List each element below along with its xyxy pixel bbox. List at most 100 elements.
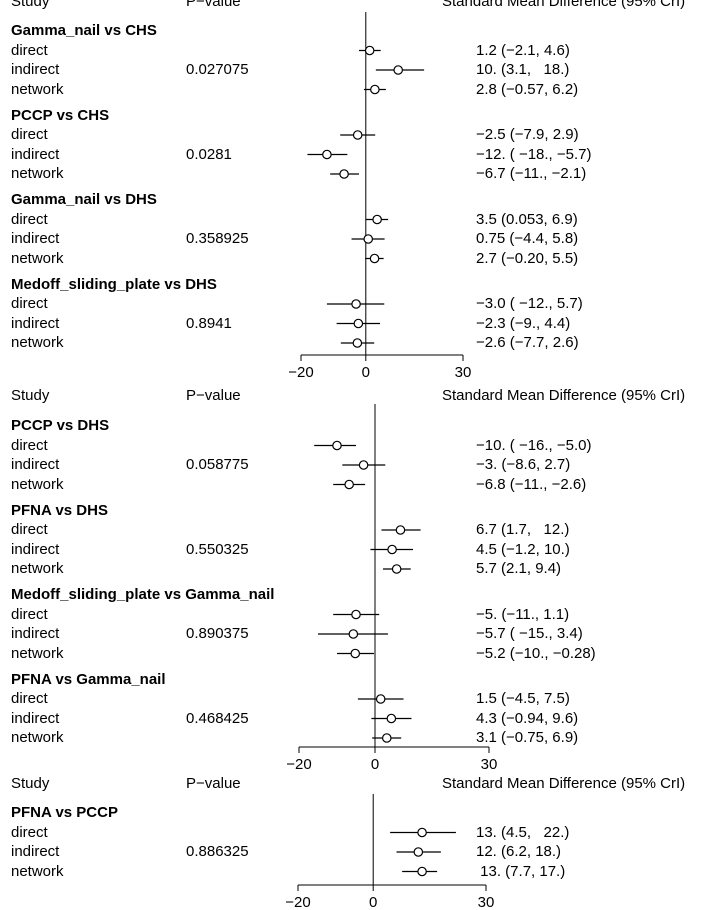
- forest-plot-svg: −20 0 30: [285, 794, 495, 910]
- ci-text: −5.2 (−10., −0.28): [476, 644, 596, 662]
- row-label-indirect: indirect: [11, 230, 60, 247]
- ci-text: 3.5 (0.053, 6.9): [476, 210, 578, 228]
- ci-text: −3. (−8.6, 2.7): [476, 456, 571, 473]
- ci-text: −5.7 ( −15., 3.4): [476, 625, 583, 642]
- point-estimate-indirect: [413, 847, 424, 857]
- point-estimate-direct: [395, 525, 406, 535]
- point-estimate-network: [344, 479, 354, 490]
- ci-text: −3.0 ( −12., 5.7): [476, 295, 583, 312]
- header-study: Study: [11, 775, 50, 792]
- point-estimate-indirect: [358, 460, 369, 470]
- x-tick-label: 0: [371, 756, 379, 773]
- ci-text: 3.1 (−0.75, 6.9): [476, 729, 579, 746]
- point-estimate-network: [370, 84, 380, 95]
- forest-panel: Study P−value Standard Mean Difference (95…: [0, 387, 709, 779]
- ci-text: 2.8 (−0.57, 6.2): [476, 80, 579, 98]
- point-estimate-indirect: [353, 318, 364, 329]
- comparison-title: Gamma_nail vs DHS: [11, 191, 157, 208]
- comparison-title: PFNA vs Gamma_nail: [11, 670, 166, 688]
- forest-panel: Study P−value Standard Mean Difference (95…: [0, 775, 709, 910]
- ci-text: −5. (−11., 1.1): [476, 605, 570, 623]
- header-smd: Standard Mean Difference (95% CrI): [442, 0, 686, 10]
- point-estimate-network: [391, 564, 402, 574]
- row-label-indirect: indirect: [11, 709, 60, 727]
- row-label-network: network: [11, 644, 64, 662]
- p-value: 0.890375: [186, 625, 249, 642]
- row-label-direct: direct: [11, 295, 48, 312]
- row-label-network: network: [11, 729, 64, 746]
- ci-text: −6.8 (−11., −2.6): [476, 475, 587, 493]
- ci-text: 1.5 (−4.5, 7.5): [476, 690, 570, 707]
- point-estimate-direct: [352, 130, 363, 140]
- point-estimate-indirect: [348, 629, 359, 639]
- comparison-title: PCCP vs DHS: [11, 417, 110, 434]
- row-label-indirect: indirect: [11, 625, 60, 642]
- x-tick-label: 30: [481, 756, 498, 773]
- p-value: 0.058775: [186, 456, 249, 473]
- row-label-network: network: [11, 334, 64, 351]
- header-smd: Standard Mean Difference (95% CrI): [442, 387, 686, 404]
- row-label-indirect: indirect: [11, 540, 60, 558]
- point-estimate-indirect: [363, 234, 374, 244]
- row-label-direct: direct: [11, 690, 48, 707]
- ci-text: 13. (7.7, 17.): [476, 862, 566, 880]
- header-pvalue: P−value: [186, 775, 241, 792]
- ci-text: −12. ( −18., −5.7): [476, 145, 592, 163]
- forest-plot-svg: −20 0 30: [286, 404, 498, 773]
- header-pvalue: P−value: [186, 0, 241, 10]
- comparison-title: PFNA vs PCCP: [11, 804, 118, 821]
- p-value: 0.0281: [186, 145, 232, 163]
- point-estimate-direct: [332, 440, 342, 451]
- row-label-indirect: indirect: [11, 456, 60, 473]
- p-value: 0.886325: [186, 843, 249, 860]
- row-label-network: network: [11, 475, 64, 493]
- ci-text: −10. ( −16., −5.0): [476, 436, 592, 454]
- x-tick-label: −20: [288, 364, 313, 381]
- point-estimate-direct: [351, 299, 361, 309]
- x-tick-label: 30: [478, 894, 495, 910]
- x-tick-label: 0: [362, 364, 370, 381]
- x-tick-label: −20: [286, 756, 311, 773]
- row-label-direct: direct: [11, 823, 48, 841]
- comparison-title: Gamma_nail vs CHS: [11, 22, 157, 39]
- row-label-network: network: [11, 249, 64, 267]
- ci-text: −6.7 (−11., −2.1): [476, 165, 587, 182]
- row-label-network: network: [11, 80, 64, 98]
- row-label-direct: direct: [11, 521, 48, 538]
- comparison-title: Medoff_sliding_plate vs Gamma_nail: [11, 586, 275, 603]
- header-study: Study: [11, 387, 50, 404]
- point-estimate-network: [381, 733, 392, 743]
- point-estimate-indirect: [393, 65, 403, 75]
- row-label-direct: direct: [11, 210, 48, 228]
- row-label-network: network: [11, 560, 64, 577]
- row-label-indirect: indirect: [11, 314, 60, 332]
- forest-panel: Study P−value Standard Mean Difference (95…: [0, 0, 709, 385]
- row-label-direct: direct: [11, 605, 48, 623]
- ci-text: −2.3 (−9., 4.4): [476, 314, 571, 332]
- ci-text: 5.7 (2.1, 9.4): [476, 560, 562, 577]
- row-label-direct: direct: [11, 41, 48, 59]
- comparison-title: Medoff_sliding_plate vs DHS: [11, 275, 217, 293]
- point-estimate-indirect: [387, 544, 397, 555]
- row-label-indirect: indirect: [11, 145, 60, 163]
- x-tick-label: −20: [285, 894, 310, 910]
- ci-text: 0.75 (−4.4, 5.8): [476, 230, 579, 247]
- x-tick-label: 30: [455, 364, 472, 381]
- point-estimate-network: [417, 866, 427, 877]
- row-label-network: network: [11, 862, 64, 880]
- comparison-title: PCCP vs CHS: [11, 106, 110, 124]
- row-label-indirect: indirect: [11, 61, 60, 78]
- comparison-title: PFNA vs DHS: [11, 501, 108, 519]
- p-value: 0.358925: [186, 230, 249, 247]
- p-value: 0.468425: [186, 709, 249, 727]
- ci-text: −2.6 (−7.7, 2.6): [476, 334, 579, 351]
- row-label-direct: direct: [11, 126, 48, 143]
- x-tick-label: 0: [369, 894, 377, 910]
- row-label-network: network: [11, 165, 64, 182]
- header-smd: Standard Mean Difference (95% CrI): [442, 775, 686, 792]
- point-estimate-direct: [417, 827, 427, 838]
- point-estimate-indirect: [322, 149, 332, 160]
- ci-text: 10. (3.1, 18.): [476, 61, 570, 78]
- row-label-indirect: indirect: [11, 843, 60, 860]
- p-value: 0.027075: [186, 61, 249, 78]
